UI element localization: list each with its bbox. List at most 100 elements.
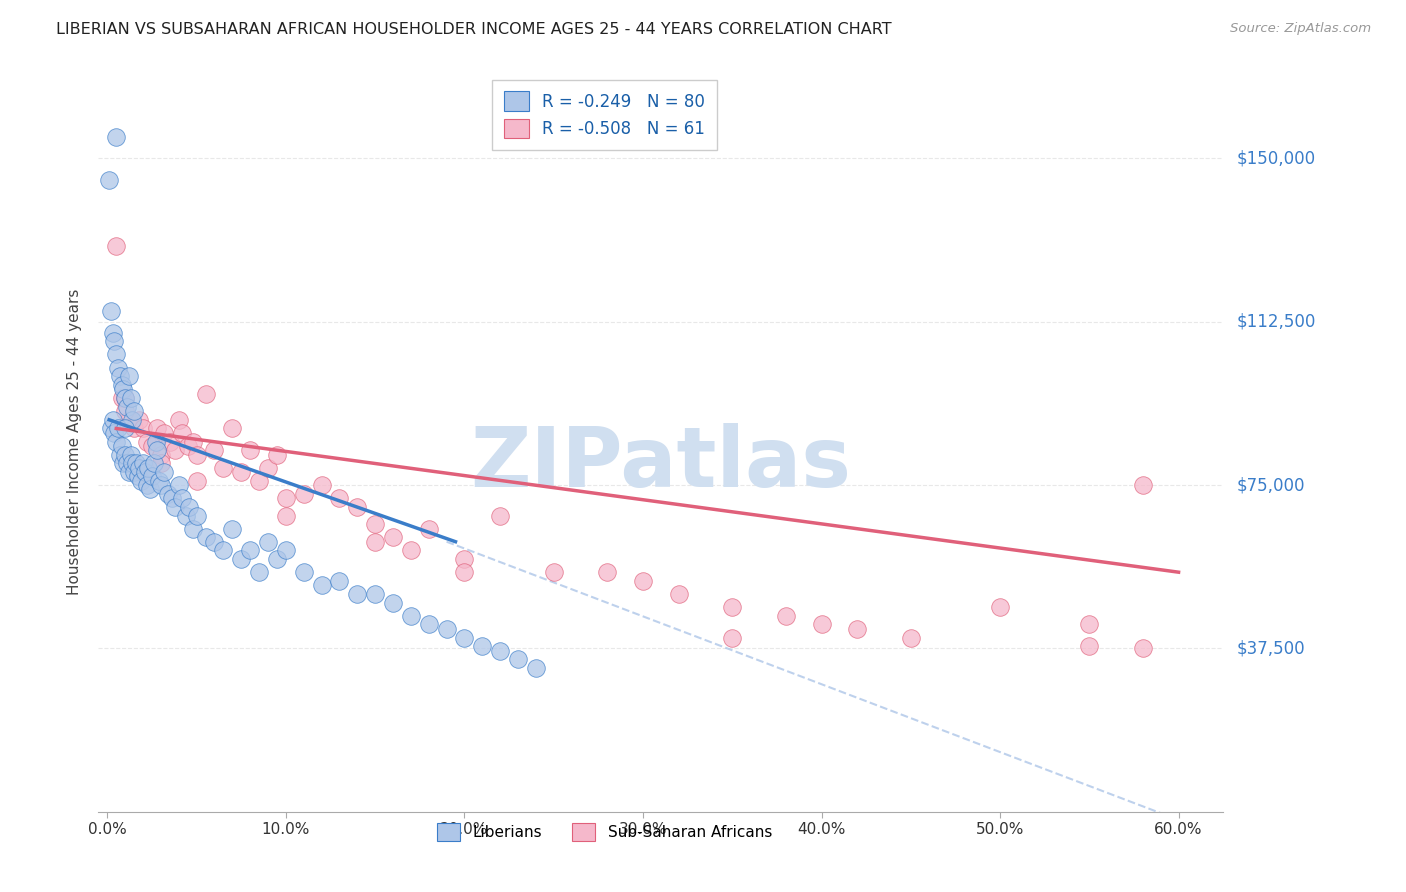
- Point: [132, 465, 155, 479]
- Point: [221, 421, 243, 435]
- Point: [274, 508, 297, 523]
- Point: [204, 443, 226, 458]
- Point: [105, 129, 128, 144]
- Point: [186, 448, 208, 462]
- Point: [172, 425, 194, 440]
- Point: [194, 386, 217, 401]
- Point: [114, 404, 136, 418]
- Point: [1078, 639, 1101, 653]
- Point: [100, 421, 122, 435]
- Point: [134, 465, 156, 479]
- Point: [181, 434, 204, 449]
- Point: [108, 448, 131, 462]
- Point: [181, 522, 204, 536]
- Point: [311, 578, 333, 592]
- Point: [115, 456, 138, 470]
- Point: [142, 456, 165, 470]
- Point: [145, 434, 167, 449]
- Point: [810, 617, 832, 632]
- Point: [165, 500, 187, 514]
- Point: [239, 443, 262, 458]
- Point: [118, 465, 141, 479]
- Point: [105, 434, 128, 449]
- Point: [239, 543, 262, 558]
- Point: [506, 652, 529, 666]
- Point: [399, 543, 422, 558]
- Point: [247, 474, 270, 488]
- Point: [266, 552, 288, 566]
- Point: [132, 421, 155, 435]
- Point: [167, 413, 190, 427]
- Point: [153, 425, 176, 440]
- Point: [194, 530, 217, 544]
- Point: [668, 587, 690, 601]
- Point: [453, 565, 475, 579]
- Point: [453, 631, 475, 645]
- Text: $75,000: $75,000: [1237, 476, 1306, 494]
- Point: [128, 413, 150, 427]
- Point: [111, 391, 134, 405]
- Point: [328, 491, 350, 505]
- Point: [101, 326, 124, 340]
- Point: [141, 469, 163, 483]
- Point: [127, 469, 149, 483]
- Point: [418, 617, 440, 632]
- Point: [436, 622, 458, 636]
- Point: [138, 460, 160, 475]
- Point: [453, 552, 475, 566]
- Text: $150,000: $150,000: [1237, 150, 1316, 168]
- Point: [1132, 641, 1154, 656]
- Text: LIBERIAN VS SUBSAHARAN AFRICAN HOUSEHOLDER INCOME AGES 25 - 44 YEARS CORRELATION: LIBERIAN VS SUBSAHARAN AFRICAN HOUSEHOLD…: [56, 22, 891, 37]
- Point: [721, 600, 744, 615]
- Point: [167, 478, 190, 492]
- Point: [257, 534, 280, 549]
- Point: [122, 404, 145, 418]
- Point: [418, 522, 440, 536]
- Point: [471, 639, 494, 653]
- Point: [186, 474, 208, 488]
- Point: [135, 434, 157, 449]
- Point: [292, 487, 315, 501]
- Point: [775, 608, 797, 623]
- Point: [292, 565, 315, 579]
- Point: [524, 661, 547, 675]
- Point: [149, 456, 172, 470]
- Text: Source: ZipAtlas.com: Source: ZipAtlas.com: [1230, 22, 1371, 36]
- Point: [153, 465, 176, 479]
- Point: [114, 391, 136, 405]
- Point: [120, 391, 142, 405]
- Point: [221, 522, 243, 536]
- Point: [596, 565, 619, 579]
- Point: [900, 631, 922, 645]
- Point: [346, 500, 368, 514]
- Point: [1132, 478, 1154, 492]
- Point: [247, 565, 270, 579]
- Point: [165, 443, 187, 458]
- Point: [846, 622, 869, 636]
- Point: [311, 478, 333, 492]
- Point: [212, 543, 235, 558]
- Point: [721, 631, 744, 645]
- Point: [212, 460, 235, 475]
- Point: [149, 478, 172, 492]
- Point: [149, 448, 172, 462]
- Point: [176, 439, 198, 453]
- Point: [382, 530, 405, 544]
- Point: [346, 587, 368, 601]
- Point: [114, 448, 136, 462]
- Point: [111, 378, 134, 392]
- Point: [204, 534, 226, 549]
- Legend: Liberians, Sub-Saharan Africans: Liberians, Sub-Saharan Africans: [429, 815, 780, 848]
- Point: [489, 508, 512, 523]
- Point: [108, 369, 131, 384]
- Point: [157, 487, 180, 501]
- Point: [146, 421, 169, 435]
- Point: [328, 574, 350, 588]
- Point: [112, 456, 135, 470]
- Point: [364, 517, 387, 532]
- Point: [159, 434, 181, 449]
- Point: [121, 413, 143, 427]
- Point: [148, 474, 170, 488]
- Point: [107, 421, 129, 435]
- Point: [105, 238, 128, 252]
